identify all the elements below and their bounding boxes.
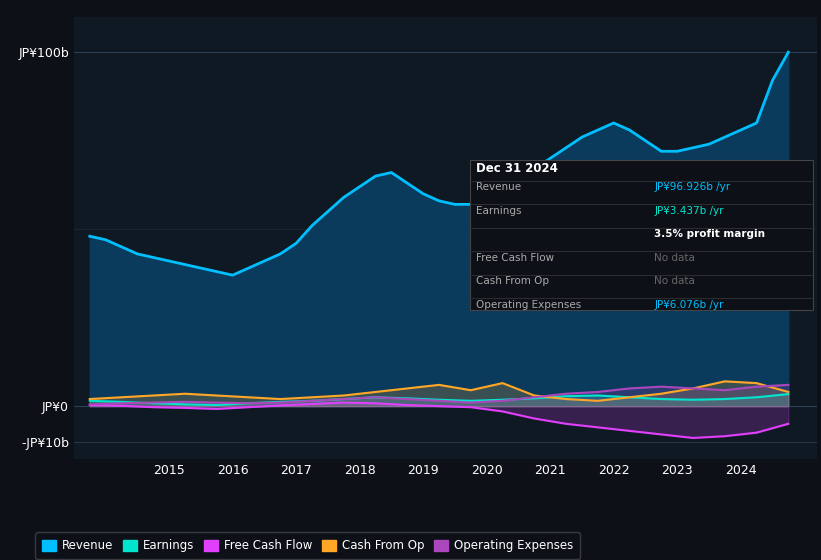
- Text: Revenue: Revenue: [476, 182, 521, 192]
- Text: Dec 31 2024: Dec 31 2024: [476, 162, 558, 175]
- Text: JP¥3.437b /yr: JP¥3.437b /yr: [654, 206, 724, 216]
- Text: Operating Expenses: Operating Expenses: [476, 300, 581, 310]
- Text: Cash From Op: Cash From Op: [476, 276, 549, 286]
- Text: Earnings: Earnings: [476, 206, 521, 216]
- Text: JP¥96.926b /yr: JP¥96.926b /yr: [654, 182, 731, 192]
- Text: 3.5% profit margin: 3.5% profit margin: [654, 229, 765, 239]
- Text: No data: No data: [654, 253, 695, 263]
- Text: JP¥6.076b /yr: JP¥6.076b /yr: [654, 300, 724, 310]
- Legend: Revenue, Earnings, Free Cash Flow, Cash From Op, Operating Expenses: Revenue, Earnings, Free Cash Flow, Cash …: [35, 533, 580, 559]
- Text: No data: No data: [654, 276, 695, 286]
- Text: Free Cash Flow: Free Cash Flow: [476, 253, 554, 263]
